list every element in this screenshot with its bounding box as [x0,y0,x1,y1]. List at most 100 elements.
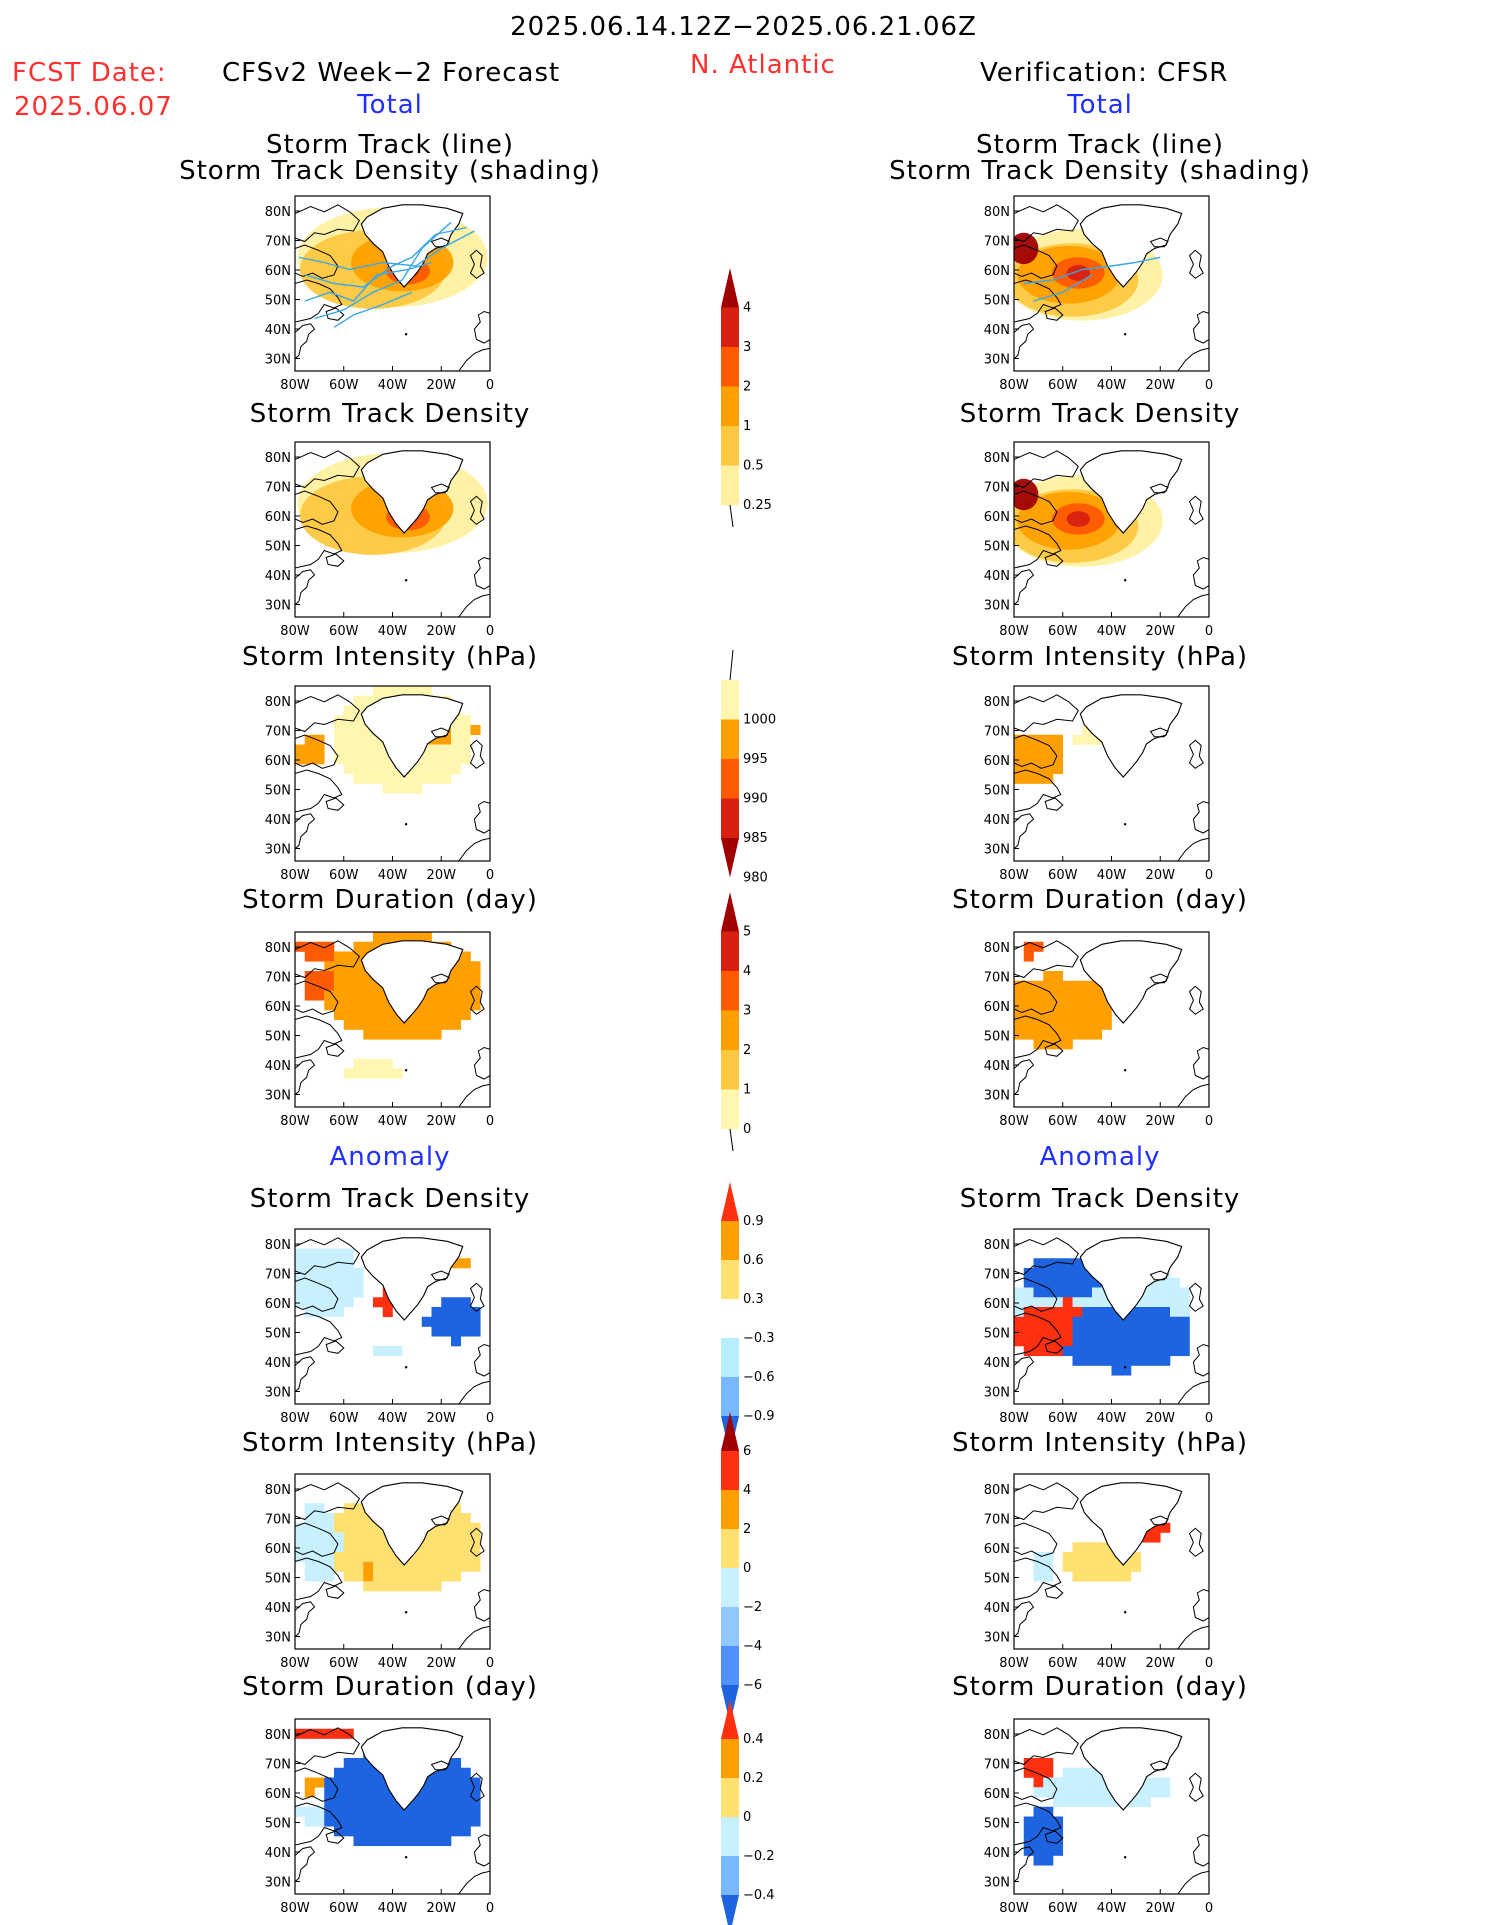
colorbar-level-label: 4 [743,301,751,316]
lat-tick-label: 70N [984,971,1010,986]
lat-tick-label: 70N [265,1268,291,1283]
greenland-outline [360,694,464,778]
lat-tick-label: 80N [265,1728,291,1743]
lon-tick-label: 20W [1146,624,1176,639]
panel-title-r1b: Storm Track Density (shading) [889,156,1311,186]
colorbar-level-label: 0.5 [743,459,764,474]
lat-tick-label: 60N [984,754,1010,769]
lat-tick-label: 70N [984,1758,1010,1773]
lon-tick-label: 80W [280,1411,310,1426]
colorbar-level-label: 5 [743,925,751,940]
lat-tick-label: 80N [984,205,1010,220]
colorbar-duration_anom: 0.4 0.2 0 −0.2 −0.4 [721,1700,775,1925]
lon-tick-label: 0 [1205,868,1213,883]
map-panel-verification-2: 80W 60W 40W 20W 0 80N 70N 60N 50N 40N 30N [984,441,1213,639]
lat-tick-label: 70N [265,725,291,740]
map-panel-forecast-7: 80W 60W 40W 20W 0 80N 70N 60N 50N 40N 30N [265,1718,494,1916]
lat-tick-label: 80N [984,1483,1010,1498]
colorbar-level-label: 0.6 [743,1253,764,1268]
lat-tick-label: 50N [984,1030,1010,1045]
greenland-outline [1079,1482,1183,1566]
colorbar-level-label: 0 [743,1810,751,1825]
lon-tick-label: 0 [486,1901,494,1916]
lat-tick-label: 50N [265,1817,291,1832]
lon-tick-label: 20W [427,1114,457,1129]
fcst-date-label: FCST Date: [12,58,167,88]
lat-tick-label: 60N [265,264,291,279]
lat-tick-label: 80N [265,941,291,956]
lat-tick-label: 60N [265,1297,291,1312]
lat-tick-label: 40N [984,813,1010,828]
map-panel-verification-5: 80W 60W 40W 20W 0 80N 70N 60N 50N 40N 30N [984,1228,1213,1426]
lat-tick-label: 40N [265,569,291,584]
colorbar-level-label: 1000 [743,713,776,728]
lon-tick-label: 40W [1097,1114,1127,1129]
lat-tick-label: 30N [265,1089,291,1104]
lon-tick-label: 40W [378,378,408,393]
lon-tick-label: 80W [280,868,310,883]
colorbar-level-label: −0.6 [743,1370,775,1385]
lat-tick-label: 80N [984,941,1010,956]
lon-tick-label: 40W [1097,1411,1127,1426]
lon-tick-label: 80W [280,378,310,393]
colorbar-level-label: −0.2 [743,1849,775,1864]
lat-tick-label: 70N [265,1758,291,1773]
lat-tick-label: 50N [265,1030,291,1045]
lat-tick-label: 70N [984,481,1010,496]
lon-tick-label: 60W [1048,624,1078,639]
colorbar-intensity_anom: 6 4 2 0 −2 −4 −6 [721,1412,762,1724]
colorbar-level-label: 980 [743,871,768,886]
lat-tick-label: 40N [984,1601,1010,1616]
lon-tick-label: 0 [1205,624,1213,639]
lon-tick-label: 0 [486,624,494,639]
lon-tick-label: 40W [1097,1901,1127,1916]
colorbar-level-label: 2 [743,1522,751,1537]
lat-tick-label: 50N [265,784,291,799]
colorbar-level-label: 0.3 [743,1292,764,1307]
lon-tick-label: 0 [1205,1656,1213,1671]
fcst-date-value: 2025.06.07 [14,92,173,122]
panel-title-r2: Storm Track Density [959,399,1241,429]
lat-tick-label: 30N [265,1876,291,1891]
panel-title-l6: Storm Intensity (hPa) [241,1428,539,1458]
lat-tick-label: 30N [265,843,291,858]
colorbar-level-label: 1 [743,1083,751,1098]
valid-period: 2025.06.14.12Z−2025.06.21.06Z [510,12,977,42]
map-panel-forecast-3: 80W 60W 40W 20W 0 80N 70N 60N 50N 40N 30N [265,685,494,883]
lon-tick-label: 60W [1048,378,1078,393]
lat-tick-label: 40N [265,1601,291,1616]
panel-title-l7: Storm Duration (day) [242,1672,538,1702]
lat-tick-label: 60N [265,1542,291,1557]
lat-tick-label: 30N [265,1631,291,1646]
region-label: N. Atlantic [690,50,836,80]
lat-tick-label: 80N [984,451,1010,466]
greenland-outline [1079,1237,1183,1321]
greenland-outline [360,204,464,288]
lat-tick-label: 30N [984,599,1010,614]
lat-tick-label: 70N [984,235,1010,250]
colorbar-density_total: 4 3 2 1 0.5 0.25 [721,268,772,513]
lat-tick-label: 30N [984,1386,1010,1401]
lon-tick-label: 20W [427,378,457,393]
colorbar-level-label: 3 [743,340,751,355]
lon-tick-label: 60W [329,868,359,883]
greenland-outline [360,1727,464,1811]
lon-tick-label: 80W [999,624,1029,639]
section-anomaly-left: Anomaly [329,1142,451,1172]
lat-tick-label: 40N [984,323,1010,338]
lon-tick-label: 40W [378,1901,408,1916]
lat-tick-label: 60N [984,1542,1010,1557]
lat-tick-label: 40N [984,569,1010,584]
lat-tick-label: 50N [984,1817,1010,1832]
colorbar-level-label: 6 [743,1444,751,1459]
lat-tick-label: 30N [265,599,291,614]
lon-tick-label: 60W [329,1656,359,1671]
lat-tick-label: 60N [984,1000,1010,1015]
colorbar-level-label: 4 [743,1483,751,1498]
colorbar-level-label: 0.25 [743,498,772,513]
lon-tick-label: 80W [999,1411,1029,1426]
lat-tick-label: 30N [984,843,1010,858]
greenland-outline [1079,204,1183,288]
lon-tick-label: 0 [1205,1114,1213,1129]
